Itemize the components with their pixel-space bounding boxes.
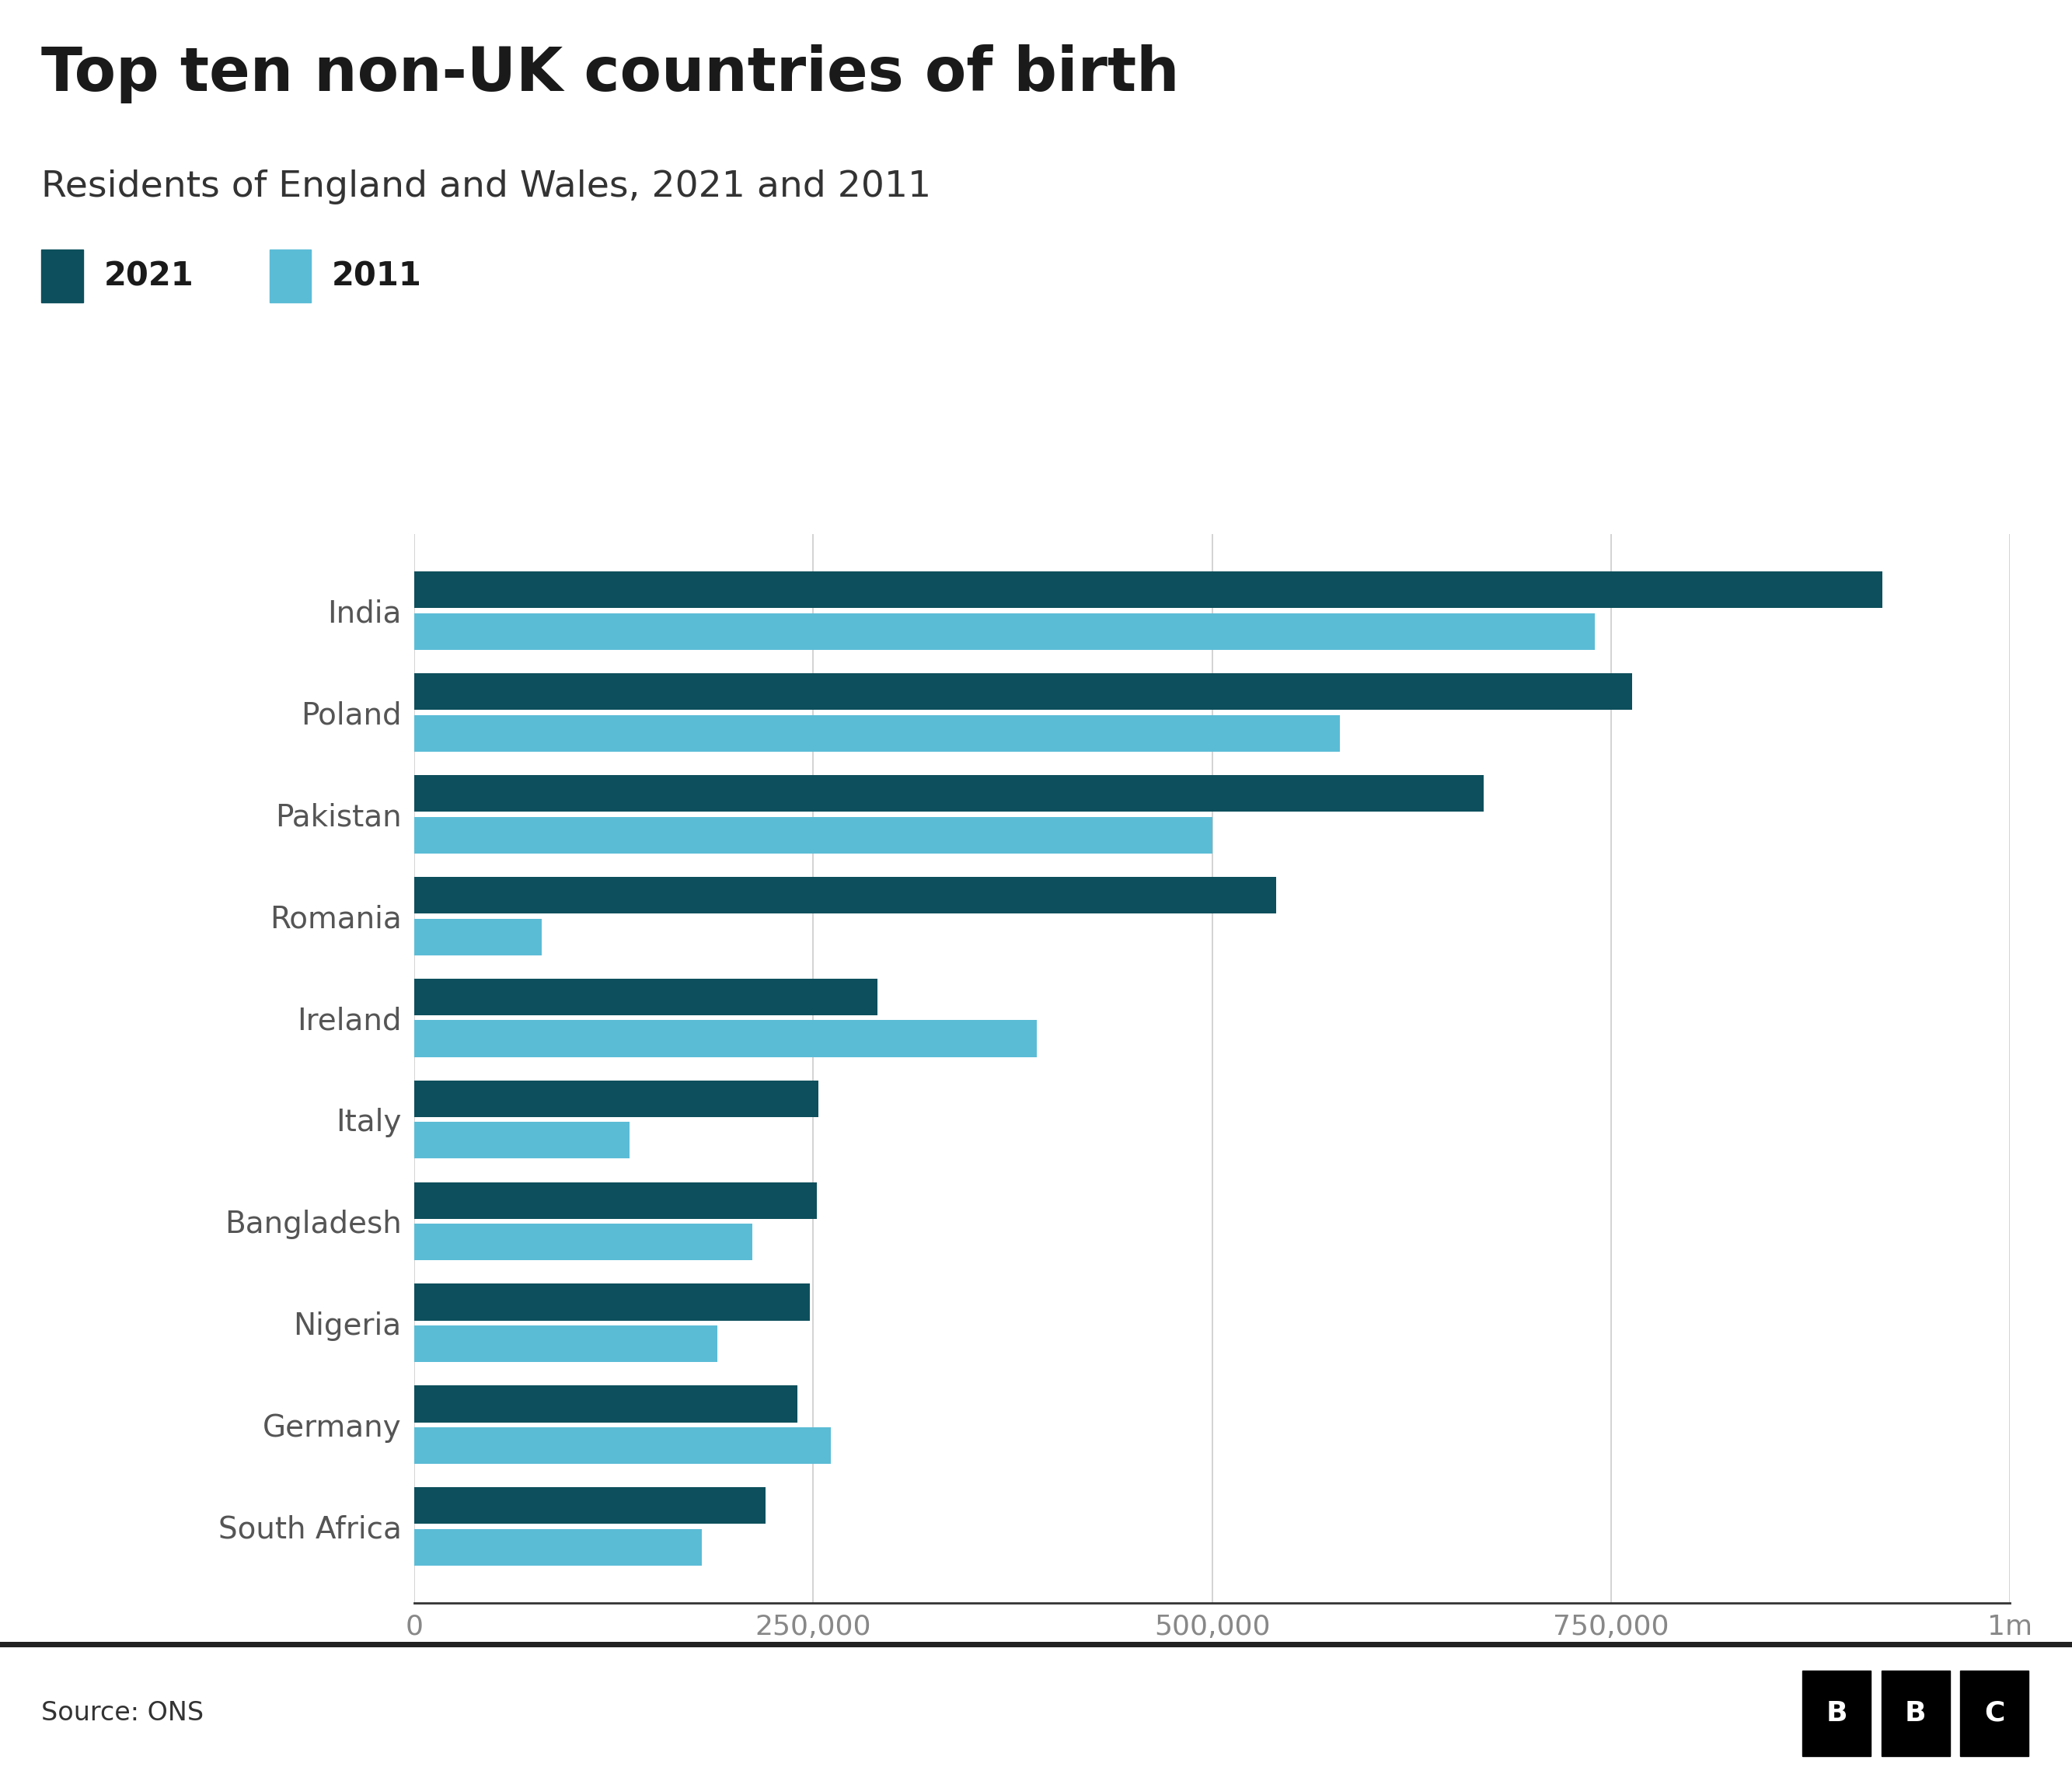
Bar <box>414 1284 810 1320</box>
Text: B: B <box>1904 1701 1927 1726</box>
Bar <box>414 1530 702 1565</box>
Bar <box>414 1427 831 1464</box>
Bar <box>414 572 1881 607</box>
Bar <box>414 613 1595 650</box>
Bar <box>414 1386 798 1423</box>
Bar <box>414 673 1633 711</box>
Text: Top ten non-UK countries of birth: Top ten non-UK countries of birth <box>41 45 1179 103</box>
Text: Source: ONS: Source: ONS <box>41 1701 203 1726</box>
Bar <box>414 817 1212 853</box>
Bar <box>414 775 1484 812</box>
Bar <box>414 1325 717 1362</box>
Bar <box>414 919 543 955</box>
Bar <box>414 876 1276 914</box>
Bar <box>414 1487 765 1525</box>
Text: C: C <box>1985 1701 2004 1726</box>
Text: 2011: 2011 <box>332 260 421 292</box>
Bar <box>414 1224 752 1261</box>
Text: Residents of England and Wales, 2021 and 2011: Residents of England and Wales, 2021 and… <box>41 169 932 205</box>
Bar <box>414 714 1341 752</box>
Text: B: B <box>1825 1701 1848 1726</box>
Text: 2021: 2021 <box>104 260 193 292</box>
Bar <box>414 1081 818 1117</box>
Bar <box>414 978 876 1015</box>
Bar <box>414 1122 630 1159</box>
Bar <box>414 1183 816 1218</box>
Bar <box>414 1021 1036 1056</box>
